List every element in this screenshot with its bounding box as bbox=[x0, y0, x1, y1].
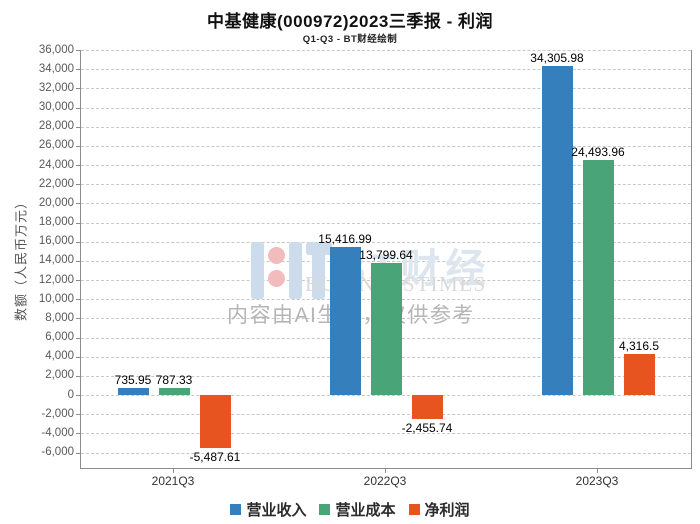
y-tick-label: 28,000 bbox=[38, 120, 74, 133]
legend-swatch-icon bbox=[230, 504, 242, 515]
y-tick-label: -6,000 bbox=[41, 446, 74, 459]
y-tick-mark bbox=[76, 337, 80, 339]
gridline bbox=[81, 395, 691, 397]
y-tick-mark bbox=[76, 184, 80, 186]
bar-净利润-2022Q3 bbox=[411, 395, 443, 419]
y-tick-label: 0 bbox=[67, 388, 74, 401]
chart-subtitle: Q1-Q3 - BT财经绘制 bbox=[302, 34, 398, 45]
y-tick-mark bbox=[76, 452, 80, 454]
y-tick-label: 32,000 bbox=[38, 81, 74, 94]
gridline bbox=[81, 145, 691, 147]
y-tick-mark bbox=[76, 203, 80, 205]
y-tick-mark bbox=[76, 395, 80, 397]
gridline bbox=[81, 222, 691, 224]
gridline bbox=[81, 433, 691, 435]
y-tick-mark bbox=[76, 260, 80, 262]
plot-area: BT财经 BUSINESSTIMES 内容由AI生成，仅供参考 735.9515… bbox=[80, 50, 692, 469]
x-tick-label: 2021Q3 bbox=[151, 474, 195, 488]
y-tick-label: 18,000 bbox=[38, 216, 74, 229]
bar-value-label: 735.95 bbox=[114, 373, 152, 388]
bar-营业成本-2022Q3 bbox=[370, 262, 402, 396]
x-tick-mark bbox=[384, 469, 386, 473]
y-tick-label: -2,000 bbox=[41, 407, 74, 420]
y-tick-label: 20,000 bbox=[38, 196, 74, 209]
y-tick-label: 10,000 bbox=[38, 292, 74, 305]
y-tick-label: 30,000 bbox=[38, 101, 74, 114]
y-tick-label: 24,000 bbox=[38, 158, 74, 171]
y-tick-label: 4,000 bbox=[45, 350, 74, 363]
bar-营业收入-2022Q3 bbox=[329, 247, 361, 396]
bar-净利润-2021Q3 bbox=[199, 395, 231, 448]
y-tick-mark bbox=[76, 414, 80, 416]
bar-营业成本-2021Q3 bbox=[158, 387, 190, 396]
bar-value-label: 34,305.98 bbox=[530, 51, 584, 66]
gridline bbox=[81, 165, 691, 167]
bar-value-label: -5,487.61 bbox=[189, 449, 241, 464]
y-tick-mark bbox=[76, 165, 80, 167]
gridline bbox=[81, 50, 691, 51]
gridline bbox=[81, 203, 691, 205]
x-tick-label: 2022Q3 bbox=[363, 474, 407, 488]
y-tick-label: 8,000 bbox=[45, 311, 74, 324]
y-tick-label: 12,000 bbox=[38, 273, 74, 286]
x-tick-mark bbox=[596, 469, 598, 473]
bar-value-label: 24,493.96 bbox=[571, 145, 625, 160]
bar-营业收入-2023Q3 bbox=[541, 66, 573, 396]
y-tick-mark bbox=[76, 88, 80, 90]
y-tick-label: -4,000 bbox=[41, 426, 74, 439]
legend-item-1: 营业收入 bbox=[230, 499, 306, 520]
bar-value-label: 13,799.64 bbox=[359, 247, 413, 262]
y-tick-mark bbox=[76, 299, 80, 301]
bar-营业收入-2021Q3 bbox=[117, 388, 149, 396]
bar-净利润-2023Q3 bbox=[623, 353, 655, 396]
y-tick-mark bbox=[76, 145, 80, 147]
y-tick-mark bbox=[76, 69, 80, 71]
gridline bbox=[81, 260, 691, 262]
bar-value-label: -2,455.74 bbox=[401, 420, 453, 435]
gridline bbox=[81, 414, 691, 416]
x-tick-mark bbox=[172, 469, 174, 473]
bar-营业成本-2023Q3 bbox=[582, 160, 614, 396]
gridline bbox=[81, 107, 691, 109]
gridline bbox=[81, 241, 691, 243]
y-tick-mark bbox=[76, 280, 80, 282]
y-tick-label: 6,000 bbox=[45, 331, 74, 344]
y-tick-label: 14,000 bbox=[38, 254, 74, 267]
legend-label: 营业收入 bbox=[246, 502, 307, 519]
legend-item-3: 净利润 bbox=[408, 499, 470, 520]
gridline bbox=[81, 452, 691, 454]
y-tick-label: 16,000 bbox=[38, 235, 74, 248]
y-tick-label: 2,000 bbox=[45, 369, 74, 382]
legend-swatch-icon bbox=[319, 504, 331, 515]
y-tick-label: 22,000 bbox=[38, 177, 74, 190]
y-tick-mark bbox=[76, 375, 80, 377]
y-tick-mark bbox=[76, 241, 80, 243]
y-tick-mark bbox=[76, 356, 80, 358]
y-tick-label: 36,000 bbox=[38, 43, 74, 56]
bt-logo-icon bbox=[251, 242, 333, 299]
legend-item-2: 营业成本 bbox=[319, 499, 396, 520]
y-tick-mark bbox=[76, 107, 80, 109]
y-tick-label: 26,000 bbox=[38, 139, 74, 152]
legend: 营业收入 营业成本 净利润 bbox=[0, 499, 700, 520]
gridline bbox=[81, 184, 691, 186]
y-tick-label: 34,000 bbox=[38, 62, 74, 75]
bar-value-label: 15,416.99 bbox=[318, 232, 372, 247]
legend-label: 营业成本 bbox=[335, 502, 396, 519]
y-tick-mark bbox=[76, 222, 80, 224]
y-tick-mark bbox=[76, 318, 80, 320]
y-tick-mark bbox=[76, 50, 80, 51]
y-tick-mark bbox=[76, 433, 80, 435]
legend-label: 净利润 bbox=[424, 502, 470, 519]
bar-value-label: 787.33 bbox=[155, 372, 193, 387]
gridline bbox=[81, 126, 691, 128]
gridline bbox=[81, 88, 691, 90]
gridline bbox=[81, 69, 691, 71]
bar-value-label: 4,316.5 bbox=[618, 338, 660, 353]
y-tick-mark bbox=[76, 126, 80, 128]
x-tick-label: 2023Q3 bbox=[575, 474, 619, 488]
chart-title: 中基健康(000972)2023三季报 - 利润 bbox=[207, 12, 493, 31]
legend-swatch-icon bbox=[408, 504, 420, 515]
